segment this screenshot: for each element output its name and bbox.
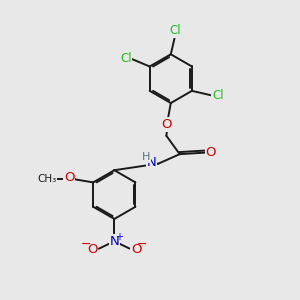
Text: H: H xyxy=(142,152,150,162)
Text: CH₃: CH₃ xyxy=(37,174,56,184)
Text: Cl: Cl xyxy=(120,52,132,65)
Text: O: O xyxy=(161,118,172,131)
Text: O: O xyxy=(64,171,75,184)
Text: −: − xyxy=(81,238,92,251)
Text: Cl: Cl xyxy=(169,24,181,37)
Text: O: O xyxy=(206,146,216,159)
Text: N: N xyxy=(110,235,119,248)
Text: +: + xyxy=(116,232,123,242)
Text: O: O xyxy=(131,243,142,256)
Text: −: − xyxy=(137,238,148,251)
Text: N: N xyxy=(147,156,157,169)
Text: Cl: Cl xyxy=(212,89,224,102)
Text: O: O xyxy=(87,243,98,256)
